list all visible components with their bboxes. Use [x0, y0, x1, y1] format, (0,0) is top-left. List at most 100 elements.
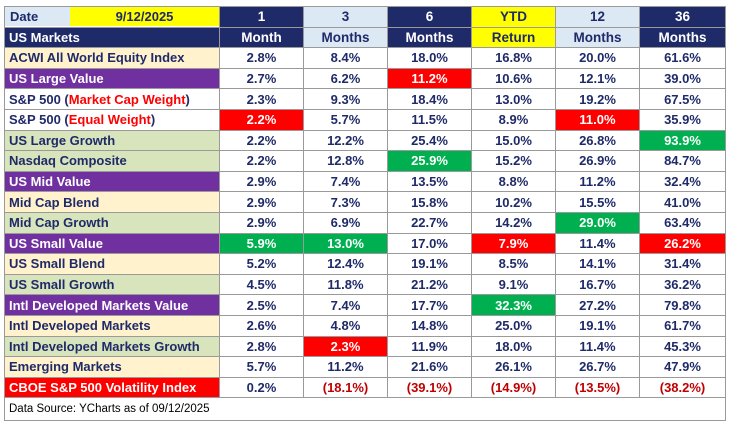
value-cell: 11.8% [303, 273, 388, 296]
row-label: Intl Developed Markets [4, 314, 220, 337]
table-row: Mid Cap Blend 2.9% 7.3% 15.8% 10.2% 15.5% 41.0… [4, 191, 726, 213]
row-label: US Large Growth [4, 129, 220, 152]
value-cell: 12.2% [303, 129, 388, 152]
value-cell: 25.4% [387, 129, 472, 152]
table-row: US Large Value 2.7% 6.2% 11.2% 10.6% 12.1% 39.… [4, 67, 726, 90]
value-cell: 5.2% [219, 253, 304, 275]
value-cell: 2.8% [219, 335, 304, 358]
col-header-36m-top: 36 [639, 6, 726, 28]
table-row: US Small Blend 5.2% 12.4% 19.1% 8.5% 14.1% 31.… [4, 253, 726, 275]
value-cell: 61.6% [639, 47, 726, 69]
table-row: US Large Growth 2.2% 12.2% 25.4% 15.0% 26.8% 9… [4, 129, 726, 152]
value-cell: 15.5% [555, 191, 640, 213]
value-cell: 16.8% [471, 47, 556, 69]
value-cell: 18.0% [471, 335, 556, 358]
value-cell: 13.0% [303, 232, 388, 255]
value-cell: 6.2% [303, 67, 388, 90]
date-value: 9/12/2025 [70, 7, 219, 27]
value-cell: 47.9% [639, 356, 726, 378]
value-cell: 11.2% [303, 356, 388, 378]
value-cell: 8.8% [471, 170, 556, 193]
row-label: CBOE S&P 500 Volatility Index [4, 376, 220, 399]
table-row: S&P 500 (Equal Weight) 2.2% 5.7% 11.5% 8.9% 1… [4, 108, 726, 131]
value-cell: 2.2% [219, 108, 304, 131]
value-cell: 41.0% [639, 191, 726, 213]
value-cell: 27.2% [555, 294, 640, 316]
value-cell: 13.5% [387, 170, 472, 193]
value-cell: 32.3% [471, 294, 556, 316]
table-row: ACWI All World Equity Index 2.8% 8.4% 18.0%… [4, 47, 726, 69]
value-cell: 17.0% [387, 232, 472, 255]
col-header-6m-top: 6 [387, 6, 472, 28]
col-header-3m-bottom: Months [303, 26, 388, 49]
value-cell: 35.9% [639, 108, 726, 131]
value-cell: 4.5% [219, 273, 304, 296]
value-cell: 0.2% [219, 376, 304, 399]
footer-row: Data Source: YCharts as of 09/12/2025 [4, 397, 726, 422]
row-label-part: ) [185, 91, 190, 107]
col-header-36m-bottom: Months [639, 26, 726, 49]
value-cell: (13.5%) [555, 376, 640, 399]
row-label: US Small Blend [4, 253, 220, 275]
value-cell: 14.1% [555, 253, 640, 275]
value-cell: 32.4% [639, 170, 726, 193]
table-row: Nasdaq Composite 2.2% 12.8% 25.9% 15.2% 26.9%… [4, 150, 726, 172]
value-cell: 11.2% [555, 170, 640, 193]
value-cell: 7.4% [303, 170, 388, 193]
value-cell: 7.3% [303, 191, 388, 213]
value-cell: 26.2% [639, 232, 726, 255]
value-cell: 26.7% [555, 356, 640, 378]
value-cell: 2.2% [219, 129, 304, 152]
value-cell: 21.2% [387, 273, 472, 296]
value-cell: 18.4% [387, 88, 472, 110]
section-label: US Markets [4, 26, 220, 49]
value-cell: (14.9%) [471, 376, 556, 399]
value-cell: 10.6% [471, 67, 556, 90]
value-cell: 2.7% [219, 67, 304, 90]
col-header-ytd-bottom: Return [471, 26, 556, 49]
row-label-part: Equal Weight [68, 112, 151, 128]
value-cell: 16.7% [555, 273, 640, 296]
col-header-1m-top: 1 [219, 6, 304, 28]
data-source-note: Data Source: YCharts as of 09/12/2025 [4, 397, 726, 422]
value-cell: 12.1% [555, 67, 640, 90]
value-cell: 10.2% [471, 191, 556, 213]
col-header-3m-top: 3 [303, 6, 388, 28]
value-cell: 26.8% [555, 129, 640, 152]
value-cell: 14.8% [387, 314, 472, 337]
value-cell: 20.0% [555, 47, 640, 69]
row-label: Intl Developed Markets Value [4, 294, 220, 316]
value-cell: 9.1% [471, 273, 556, 296]
row-label: Mid Cap Growth [4, 211, 220, 234]
row-label: US Large Value [4, 67, 220, 90]
value-cell: 2.9% [219, 211, 304, 234]
value-cell: 11.9% [387, 335, 472, 358]
value-cell: 19.1% [555, 314, 640, 337]
table-row: Intl Developed Markets Growth 2.8% 2.3% 11.… [4, 335, 726, 358]
value-cell: 19.2% [555, 88, 640, 110]
value-cell: 15.8% [387, 191, 472, 213]
col-header-ytd-top: YTD [471, 6, 556, 28]
header-row-top: Date 9/12/2025 1 3 6 YTD 12 36 [4, 6, 726, 28]
returns-table-container: Date 9/12/2025 1 3 6 YTD 12 36 US Market… [4, 6, 726, 422]
value-cell: 5.9% [219, 232, 304, 255]
value-cell: 4.8% [303, 314, 388, 337]
value-cell: 22.7% [387, 211, 472, 234]
col-header-6m-bottom: Months [387, 26, 472, 49]
value-cell: 15.2% [471, 150, 556, 172]
value-cell: 39.0% [639, 67, 726, 90]
col-header-1m-bottom: Month [219, 26, 304, 49]
value-cell: 31.4% [639, 253, 726, 275]
value-cell: 2.3% [219, 88, 304, 110]
table-row: US Small Value 5.9% 13.0% 17.0% 7.9% 11.4% 26.… [4, 232, 726, 255]
value-cell: 2.9% [219, 170, 304, 193]
value-cell: 12.4% [303, 253, 388, 275]
value-cell: 8.9% [471, 108, 556, 131]
table-row: Intl Developed Markets Value 2.5% 7.4% 17.7… [4, 294, 726, 316]
value-cell: 25.0% [471, 314, 556, 337]
value-cell: 11.4% [555, 232, 640, 255]
value-cell: 2.2% [219, 150, 304, 172]
value-cell: 9.3% [303, 88, 388, 110]
value-cell: 67.5% [639, 88, 726, 110]
value-cell: 8.4% [303, 47, 388, 69]
